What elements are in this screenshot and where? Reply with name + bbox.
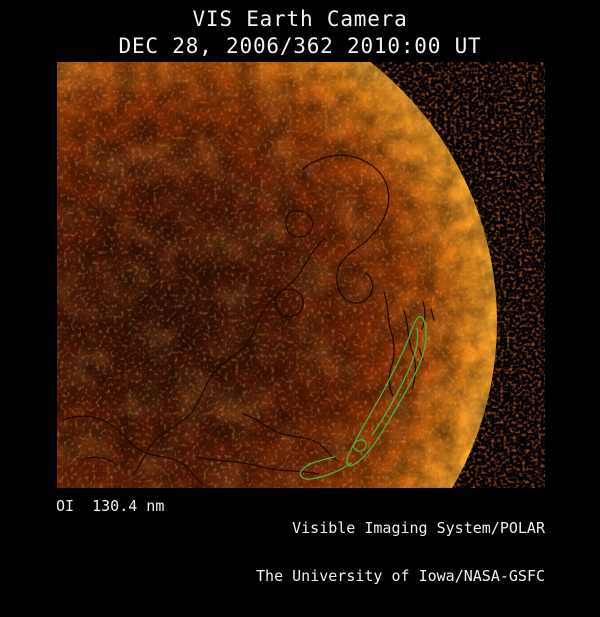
coastline-overlay (62, 154, 435, 485)
credits-block: Visible Imaging System/POLAR The Univers… (256, 488, 545, 616)
page-title: VIS Earth Camera (192, 7, 408, 31)
earth-disk (57, 62, 497, 488)
earth-uv-image (57, 62, 545, 488)
credit-line-1: Visible Imaging System/POLAR (292, 519, 545, 537)
wavelength-label: OI 130.4 nm (56, 497, 165, 515)
aurora-contour-green (299, 316, 427, 480)
timestamp-subtitle: DEC 28, 2006/362 2010:00 UT (118, 34, 482, 58)
vis-earth-camera-frame: VIS Earth Camera DEC 28, 2006/362 2010:0… (56, 7, 545, 584)
earth-image-svg (57, 62, 545, 488)
credit-line-2: The University of Iowa/NASA-GSFC (256, 567, 545, 585)
